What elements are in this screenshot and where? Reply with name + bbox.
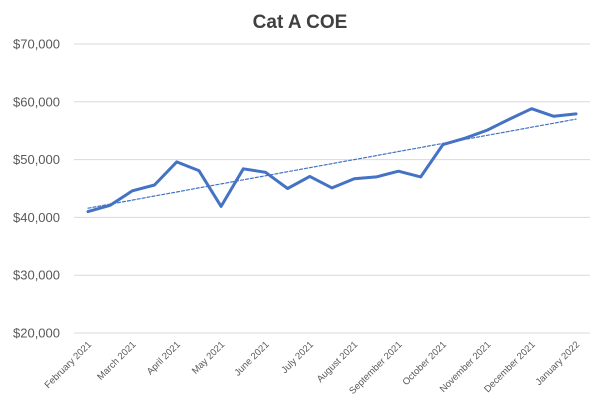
x-tick-label: March 2021 — [95, 339, 138, 382]
x-tick-label: August 2021 — [315, 339, 361, 385]
series-lines — [86, 107, 578, 214]
x-tick-label: June 2021 — [232, 339, 271, 378]
y-tick-label: $60,000 — [13, 94, 60, 109]
x-tick-label: May 2021 — [190, 339, 227, 376]
y-tick-label: $70,000 — [13, 37, 60, 52]
y-tick-label: $20,000 — [13, 326, 60, 341]
chart-title: Cat A COE — [252, 12, 348, 33]
y-tick-label: $30,000 — [13, 268, 60, 283]
y-tick-label: $40,000 — [13, 210, 60, 225]
x-tick-label: January 2022 — [534, 339, 582, 387]
series-line — [86, 107, 578, 214]
x-tick-label: April 2021 — [145, 339, 183, 377]
x-axis-ticks: February 2021 March 2021 April 2021 May 202… — [43, 339, 582, 396]
x-tick-label: July 2021 — [279, 339, 316, 376]
y-tick-label: $50,000 — [13, 152, 60, 167]
x-tick-label: February 2021 — [43, 339, 94, 390]
trendline — [87, 118, 577, 209]
grid-lines — [74, 43, 590, 334]
y-axis-ticks: $20,000 $30,000 $40,000 $50,000 $60,000 $70,0… — [13, 37, 60, 341]
x-tick-label: October 2021 — [401, 339, 449, 387]
